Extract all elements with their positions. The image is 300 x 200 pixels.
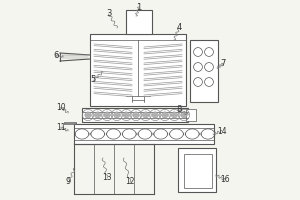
Bar — [186, 109, 196, 121]
Text: 12: 12 — [125, 178, 135, 186]
Text: 4: 4 — [176, 23, 181, 32]
Bar — [184, 154, 212, 188]
Text: 10: 10 — [56, 102, 66, 112]
Circle shape — [162, 112, 168, 118]
Circle shape — [85, 112, 91, 118]
Text: 14: 14 — [217, 127, 227, 136]
Circle shape — [133, 112, 139, 118]
Text: 6: 6 — [53, 50, 59, 60]
Bar — [64, 122, 76, 124]
Circle shape — [171, 112, 178, 118]
Text: 16: 16 — [220, 176, 230, 184]
Bar — [178, 148, 216, 192]
Circle shape — [152, 112, 158, 118]
Text: 13: 13 — [102, 173, 112, 182]
Text: 8: 8 — [176, 105, 182, 114]
Circle shape — [104, 112, 110, 118]
Bar — [74, 124, 214, 144]
Circle shape — [181, 112, 187, 118]
Circle shape — [114, 112, 120, 118]
Circle shape — [123, 112, 130, 118]
Bar — [126, 10, 152, 34]
Bar — [82, 108, 188, 122]
Bar — [190, 40, 218, 102]
Text: 5: 5 — [90, 75, 96, 84]
Text: 1: 1 — [136, 2, 142, 11]
Circle shape — [94, 112, 101, 118]
Circle shape — [142, 112, 149, 118]
Bar — [90, 34, 186, 106]
Text: 7: 7 — [220, 60, 226, 68]
Text: 11: 11 — [56, 122, 66, 132]
Text: 9: 9 — [65, 178, 70, 186]
Text: 3: 3 — [106, 9, 112, 19]
